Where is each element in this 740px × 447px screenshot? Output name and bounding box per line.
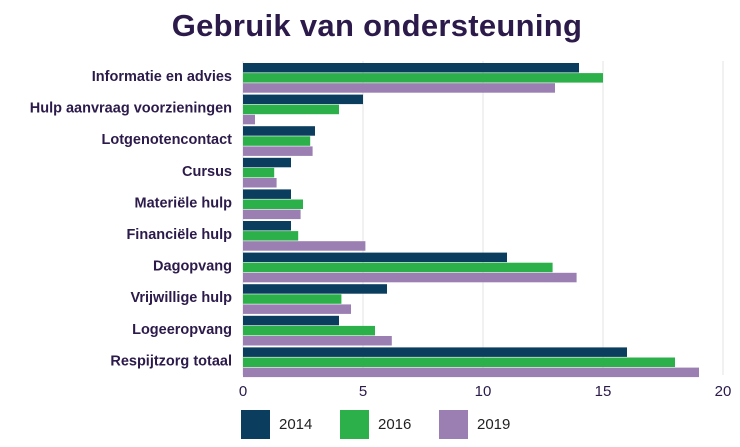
bar-2016: [243, 104, 339, 115]
bar-2016: [243, 231, 299, 241]
category-label: Vrijwillige hulp: [130, 290, 232, 306]
chart-title: Gebruik van ondersteuning: [171, 8, 583, 43]
bar-2019: [243, 146, 313, 156]
category-label: Hulp aanvraag voorzieningen: [30, 101, 232, 117]
bar-2014: [243, 126, 315, 136]
category-label: Financiële hulp: [126, 227, 232, 243]
category-label: Respijtzorg totaal: [110, 353, 232, 369]
bar-2014: [243, 157, 291, 168]
bar-2016: [243, 73, 603, 83]
legend-swatch-2019: [439, 410, 468, 439]
bar-2019: [243, 336, 392, 346]
bar-2014: [243, 347, 627, 357]
bar-2019: [243, 272, 577, 283]
bar-2019: [243, 241, 366, 251]
bar-2014: [243, 315, 339, 326]
bar-2014: [243, 221, 291, 231]
x-tick-label: 0: [239, 383, 247, 400]
bar-2016: [243, 199, 303, 209]
bar-2016: [243, 357, 675, 367]
bar-2014: [243, 63, 579, 73]
bar-2016: [243, 325, 375, 336]
bar-2019: [243, 367, 699, 378]
bar-2016: [243, 262, 553, 273]
bar-2019: [243, 304, 351, 314]
legend-swatch-2014: [241, 410, 270, 439]
bar-2019: [243, 178, 277, 188]
x-tick-label: 10: [475, 383, 492, 400]
bar-2014: [243, 284, 387, 294]
category-label: Materiële hulp: [135, 195, 233, 211]
bar-2016: [243, 167, 275, 178]
legend-swatch-2016: [340, 410, 369, 439]
legend-label-2016: 2016: [378, 416, 412, 433]
bar-2014: [243, 189, 291, 199]
bar-2019: [243, 209, 301, 220]
category-label: Dagopvang: [153, 259, 232, 275]
category-label: Informatie en advies: [92, 69, 232, 85]
x-tick-label: 20: [715, 383, 732, 400]
category-label: Logeeropvang: [132, 322, 232, 338]
bar-2016: [243, 136, 311, 146]
bar-2014: [243, 94, 363, 105]
x-tick-label: 5: [359, 383, 367, 400]
legend-label-2019: 2019: [477, 416, 511, 433]
bar-2016: [243, 294, 342, 304]
x-tick-label: 15: [595, 383, 612, 400]
category-label: Lotgenotencontact: [102, 132, 233, 148]
bar-2019: [243, 83, 555, 93]
bar-2019: [243, 114, 255, 125]
bar-2014: [243, 252, 507, 263]
legend-label-2014: 2014: [279, 416, 313, 433]
category-label: Cursus: [182, 164, 232, 180]
